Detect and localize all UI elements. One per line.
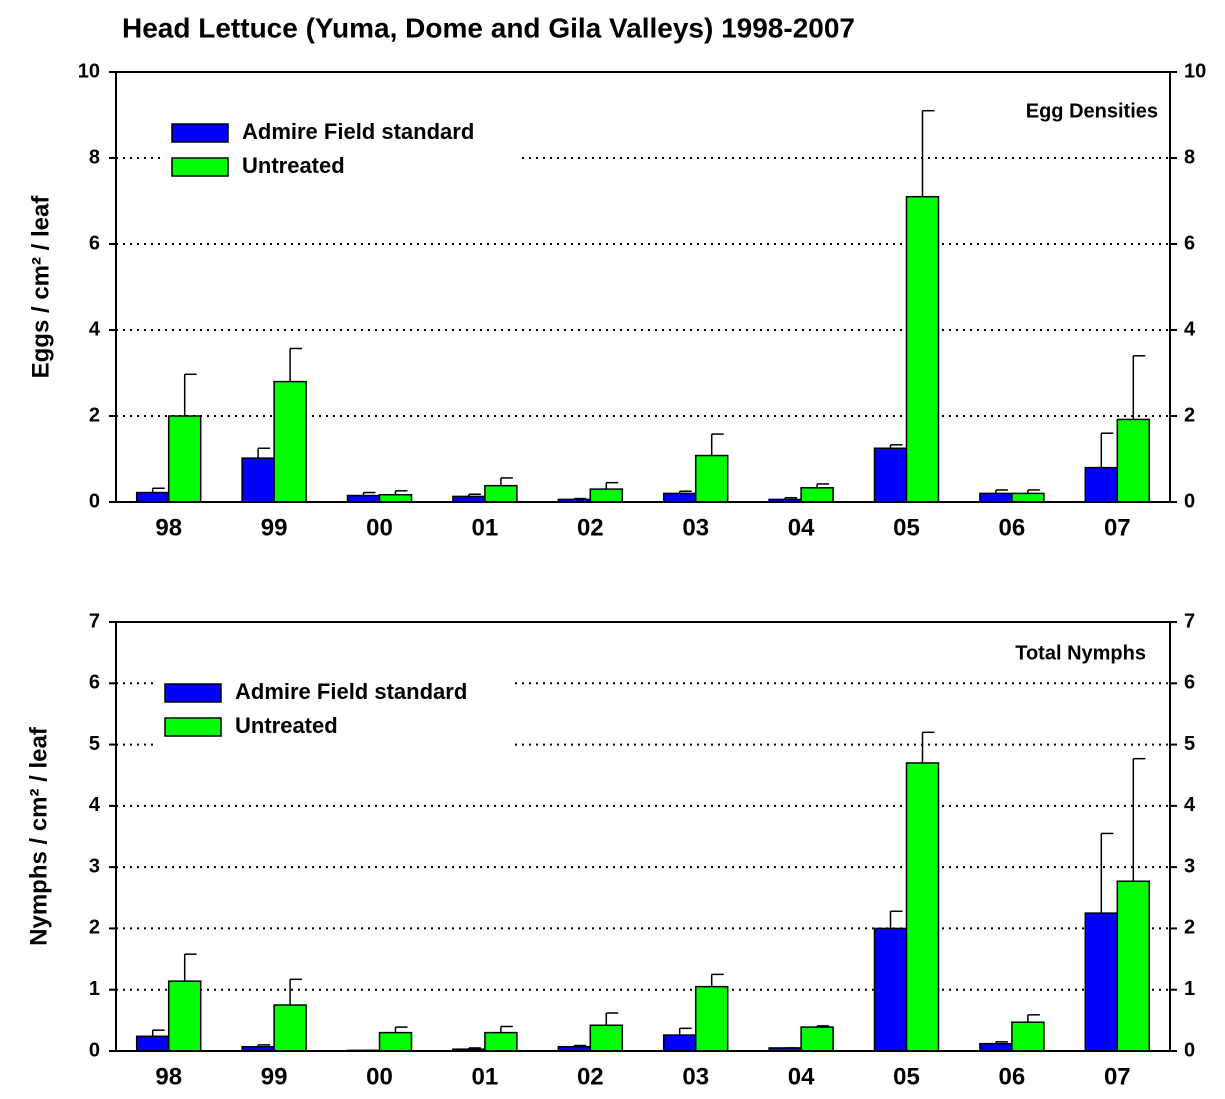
- bar: [979, 1042, 1013, 1052]
- legend-swatch: [164, 717, 222, 737]
- y-tick-label: 4: [89, 794, 101, 816]
- y-tick-label: 2: [89, 917, 100, 939]
- x-tick-label: 06: [999, 1063, 1026, 1090]
- bar: [905, 195, 940, 503]
- x-tick-label: 02: [577, 1063, 604, 1090]
- legend-label: Untreated: [235, 713, 338, 738]
- bar: [589, 1024, 624, 1052]
- legend-swatch: [171, 123, 229, 143]
- y-tick-label: 1: [89, 978, 100, 1000]
- x-tick-label: 03: [682, 514, 709, 541]
- bar: [241, 457, 275, 503]
- y-axis-label: Eggs / cm² / leaf: [27, 195, 54, 379]
- bar: [589, 488, 624, 503]
- x-tick-label: 05: [893, 514, 920, 541]
- bar: [273, 380, 307, 503]
- x-tick-label: 99: [261, 514, 288, 541]
- annotation: Egg Densities: [1026, 100, 1158, 122]
- y2-tick-label: 0: [1184, 1039, 1195, 1061]
- y-tick-label: 6: [89, 232, 100, 254]
- y2-tick-label: 1: [1184, 978, 1195, 1000]
- bar: [167, 980, 202, 1052]
- y-tick-label: 2: [89, 404, 100, 426]
- annotation: Total Nymphs: [1015, 642, 1146, 664]
- y2-tick-label: 10: [1184, 60, 1206, 82]
- legend-label: Untreated: [242, 153, 345, 178]
- y2-tick-label: 8: [1184, 146, 1195, 168]
- bar: [1084, 466, 1119, 503]
- y2-tick-label: 4: [1184, 318, 1196, 340]
- x-tick-label: 01: [472, 514, 499, 541]
- x-tick-label: 00: [366, 514, 393, 541]
- bar: [800, 487, 834, 503]
- y-axis-label: Nymphs / cm² / leaf: [25, 726, 52, 946]
- x-tick-label: 03: [682, 1063, 709, 1090]
- x-tick-label: 98: [155, 1063, 182, 1090]
- x-tick-label: 06: [999, 514, 1026, 541]
- bar: [1011, 492, 1045, 503]
- bar: [135, 491, 170, 503]
- y-tick-label: 8: [89, 146, 100, 168]
- bar: [484, 1031, 518, 1052]
- y-tick-label: 10: [78, 60, 100, 82]
- x-tick-label: 04: [788, 1063, 815, 1090]
- bar: [800, 1026, 834, 1052]
- plot-frame: [115, 621, 1171, 1052]
- bar: [484, 484, 518, 503]
- x-tick-label: 01: [472, 1063, 499, 1090]
- bar: [378, 1031, 413, 1052]
- x-tick-label: 07: [1104, 1063, 1131, 1090]
- bar: [873, 447, 908, 503]
- bar: [167, 415, 202, 503]
- bar: [135, 1035, 170, 1052]
- legend-label: Admire Field standard: [242, 119, 474, 144]
- bar: [1011, 1021, 1045, 1052]
- bar: [979, 492, 1013, 503]
- x-tick-label: 00: [366, 1063, 393, 1090]
- y2-tick-label: 5: [1184, 733, 1195, 755]
- bar: [873, 927, 908, 1052]
- y-tick-label: 0: [89, 1039, 100, 1061]
- legend-swatch: [171, 157, 229, 177]
- y-tick-label: 6: [89, 672, 100, 694]
- y2-tick-label: 6: [1184, 672, 1195, 694]
- y-tick-label: 3: [89, 855, 100, 877]
- x-tick-label: 07: [1104, 514, 1131, 541]
- bar: [905, 762, 940, 1052]
- x-tick-label: 99: [261, 1063, 288, 1090]
- bar: [662, 492, 697, 503]
- y2-tick-label: 2: [1184, 404, 1195, 426]
- x-tick-label: 02: [577, 514, 604, 541]
- figure-title: Head Lettuce (Yuma, Dome and Gila Valley…: [122, 12, 855, 43]
- y2-tick-label: 4: [1184, 794, 1196, 816]
- y2-tick-label: 3: [1184, 855, 1195, 877]
- y2-tick-label: 7: [1184, 610, 1195, 632]
- legend-swatch: [164, 683, 222, 703]
- y2-tick-label: 6: [1184, 232, 1195, 254]
- bar: [1116, 880, 1151, 1052]
- bar: [273, 1004, 307, 1052]
- bar: [694, 985, 729, 1052]
- y-tick-label: 5: [89, 733, 100, 755]
- y2-tick-label: 0: [1184, 490, 1195, 512]
- y-tick-label: 0: [89, 490, 100, 512]
- bar: [694, 454, 729, 503]
- bar: [1084, 912, 1119, 1052]
- legend-label: Admire Field standard: [235, 679, 467, 704]
- y-tick-label: 4: [89, 318, 101, 340]
- bar: [662, 1034, 697, 1052]
- plot-frame: [115, 71, 1171, 503]
- x-tick-label: 05: [893, 1063, 920, 1090]
- bar: [1116, 418, 1151, 503]
- y-tick-label: 7: [89, 610, 100, 632]
- y2-tick-label: 2: [1184, 917, 1195, 939]
- x-tick-label: 98: [155, 514, 182, 541]
- x-tick-label: 04: [788, 514, 815, 541]
- bar: [378, 493, 413, 503]
